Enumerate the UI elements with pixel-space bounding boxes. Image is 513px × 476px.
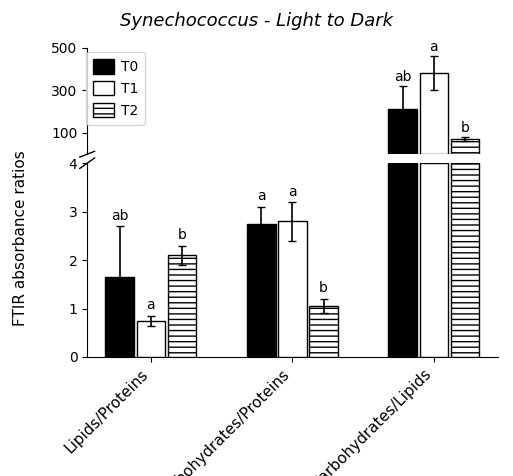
Bar	[309, 306, 338, 357]
Bar	[451, 163, 479, 357]
Bar	[136, 321, 165, 357]
Bar	[420, 73, 448, 154]
Bar	[247, 224, 275, 357]
Text: a: a	[429, 40, 438, 54]
Text: ab: ab	[394, 70, 411, 84]
Text: b: b	[319, 281, 328, 296]
Text: a: a	[147, 298, 155, 312]
Bar	[420, 163, 448, 357]
Bar	[451, 139, 479, 154]
Text: a: a	[288, 185, 297, 198]
Text: FTIR absorbance ratios: FTIR absorbance ratios	[13, 150, 28, 326]
Text: a: a	[257, 189, 266, 203]
Bar	[168, 255, 196, 357]
Text: Synechococcus - Light to Dark: Synechococcus - Light to Dark	[120, 12, 393, 30]
Text: b: b	[461, 121, 469, 135]
Text: ab: ab	[111, 209, 129, 223]
Bar	[278, 221, 307, 357]
Legend: T0, T1, T2: T0, T1, T2	[86, 52, 145, 125]
Bar	[388, 163, 417, 357]
Text: b: b	[177, 228, 186, 242]
Bar	[106, 277, 134, 357]
Bar	[388, 109, 417, 154]
